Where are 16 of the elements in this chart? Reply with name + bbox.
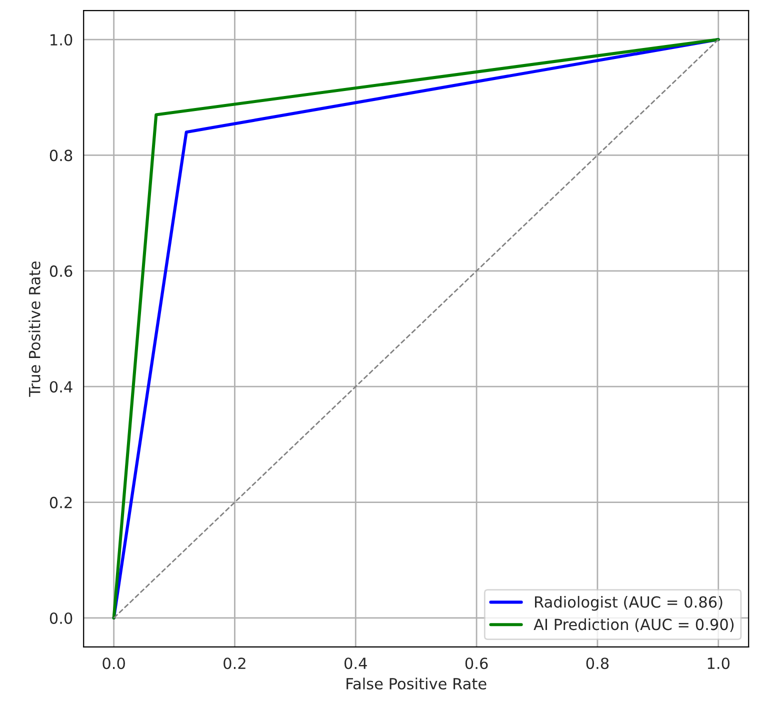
x-tick-label: 1.0 [708,658,730,670]
x-tick-label: 0.4 [344,658,367,670]
y-tick-label: 0.6 [50,265,72,277]
y-tick-label: 1.0 [50,34,72,46]
legend-label: AI Prediction (AUC = 0.90) [534,618,734,632]
y-tick-label: 0.2 [50,496,72,508]
x-tick-label: 0.8 [586,658,609,670]
y-axis-title: True Positive Rate [28,262,40,397]
x-tick-label: 0.2 [224,658,246,670]
y-tick-label: 0.0 [50,612,72,624]
x-tick-label: 0.0 [102,658,125,670]
legend-label: Radiologist (AUC = 0.86) [535,596,722,611]
y-tick-label: 0.8 [50,150,72,162]
y-tick-label: 0.4 [50,381,72,393]
x-tick-label: 0.6 [465,658,488,670]
x-axis-title: False Positive Rate [346,678,486,690]
